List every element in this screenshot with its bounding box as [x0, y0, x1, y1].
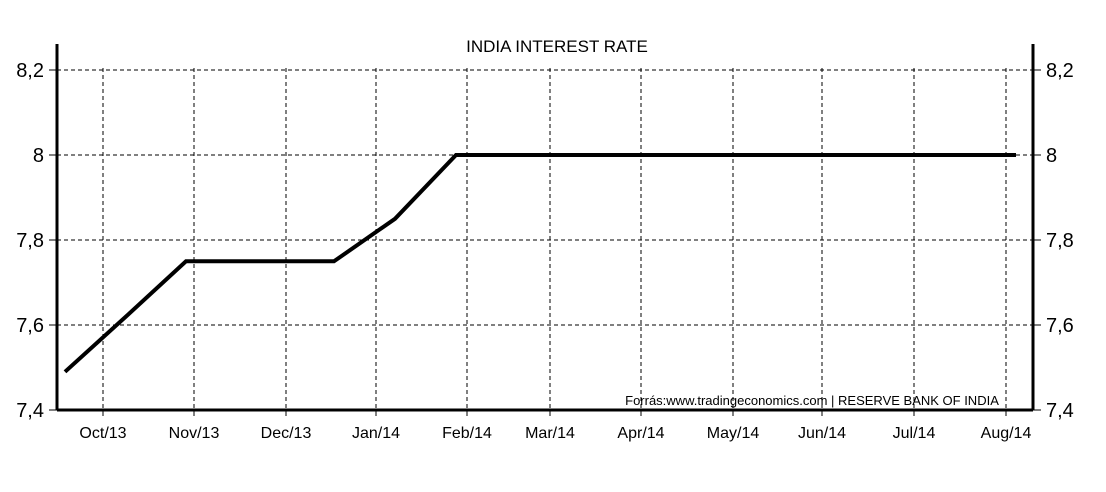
y-tick-label-right: 7,4 — [1046, 400, 1074, 422]
x-tick-label: Mar/14 — [525, 425, 575, 442]
source-note: Forrás:www.tradingeconomics.com | RESERV… — [625, 393, 999, 408]
x-tick-label: Aug/14 — [981, 425, 1032, 442]
grid — [57, 68, 1033, 410]
series-line — [63, 153, 1017, 374]
y-tick-label-right: 8,2 — [1046, 60, 1074, 82]
rate-line — [63, 153, 1016, 374]
y-tick-label-left: 7,6 — [16, 315, 44, 337]
x-tick-label: Apr/14 — [617, 425, 664, 442]
chart-title: INDIA INTEREST RATE — [466, 37, 648, 56]
x-tick-label: Jun/14 — [798, 425, 846, 442]
x-tick-label: Jul/14 — [893, 425, 936, 442]
y-tick-label-right: 7,8 — [1046, 230, 1074, 252]
y-tick-label-left: 7,4 — [16, 400, 44, 422]
y-tick-label-left: 8 — [33, 145, 44, 167]
x-tick-label: Nov/13 — [169, 425, 220, 442]
axes — [49, 44, 1041, 416]
tick-labels: 7,4 7,4 7,6 7,6 7,8 7,8 8 8 8,2 8,2 Oct/13 Nov/13 De… — [16, 60, 1074, 442]
y-tick-label-right: 7,6 — [1046, 315, 1074, 337]
y-tick-label-left: 7,8 — [16, 230, 44, 252]
y-tick-label-left: 8,2 — [16, 60, 44, 82]
x-tick-label: Jan/14 — [352, 425, 400, 442]
x-tick-label: May/14 — [707, 425, 760, 442]
x-tick-label: Oct/13 — [79, 425, 126, 442]
x-tick-label: Dec/13 — [261, 425, 312, 442]
x-tick-label: Feb/14 — [442, 425, 492, 442]
y-tick-label-right: 8 — [1046, 145, 1057, 167]
